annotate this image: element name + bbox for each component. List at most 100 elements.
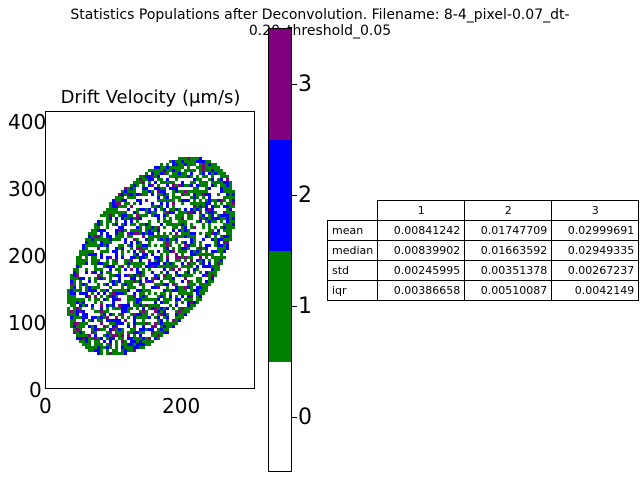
- heatmap-cell: [127, 244, 130, 247]
- heatmap-cell: [208, 253, 211, 256]
- heatmap-cell: [94, 238, 97, 241]
- heatmap-cell: [166, 199, 169, 202]
- heatmap-cell: [121, 310, 124, 313]
- heatmap-cell: [208, 172, 211, 175]
- heatmap-cell: [223, 196, 226, 199]
- heatmap-cell: [202, 253, 205, 256]
- heatmap-cell: [190, 157, 193, 160]
- heatmap-cell: [163, 268, 166, 271]
- heatmap-cell: [142, 346, 145, 349]
- heatmap-cell: [214, 172, 217, 175]
- heatmap-cell: [160, 202, 163, 205]
- heatmap-cell: [142, 256, 145, 259]
- heatmap-cell: [160, 271, 163, 274]
- heatmap-cell: [163, 172, 166, 175]
- heatmap-cell: [217, 169, 220, 172]
- heatmap-cell: [118, 352, 121, 355]
- heatmap-cell: [226, 193, 229, 196]
- heatmap-cell: [127, 343, 130, 346]
- heatmap-cell: [76, 274, 79, 277]
- heatmap-cell: [148, 250, 151, 253]
- heatmap-cell: [214, 268, 217, 271]
- heatmap-cell: [127, 301, 130, 304]
- heatmap-cell: [220, 172, 223, 175]
- heatmap-cell: [109, 346, 112, 349]
- heatmap-cell: [112, 274, 115, 277]
- heatmap-cell: [124, 187, 127, 190]
- heatmap-cell: [91, 307, 94, 310]
- heatmap-cell: [73, 268, 76, 271]
- heatmap-cell: [160, 313, 163, 316]
- heatmap-cell: [70, 319, 73, 322]
- heatmap-cell: [190, 175, 193, 178]
- heatmap-cell: [100, 328, 103, 331]
- heatmap-cell: [142, 214, 145, 217]
- heatmap-cell: [166, 250, 169, 253]
- heatmap-cell: [73, 310, 76, 313]
- heatmap-cell: [199, 181, 202, 184]
- heatmap-cell: [178, 319, 181, 322]
- heatmap-cell: [127, 190, 130, 193]
- heatmap-cell: [226, 247, 229, 250]
- heatmap-cell: [205, 175, 208, 178]
- heatmap-cell: [130, 262, 133, 265]
- heatmap-cell: [127, 325, 130, 328]
- heatmap-cell: [202, 214, 205, 217]
- heatmap-cell: [127, 262, 130, 265]
- heatmap-cell: [106, 226, 109, 229]
- heatmap-cell: [157, 220, 160, 223]
- heatmap-cell: [232, 217, 235, 220]
- heatmap-cell: [154, 307, 157, 310]
- heatmap-cell: [106, 298, 109, 301]
- heatmap-cell: [103, 313, 106, 316]
- heatmap-cell: [148, 262, 151, 265]
- heatmap-cell: [172, 247, 175, 250]
- heatmap-cell: [166, 271, 169, 274]
- heatmap-cell: [190, 232, 193, 235]
- heatmap-cell: [211, 169, 214, 172]
- heatmap-cell: [106, 208, 109, 211]
- heatmap-cell: [121, 343, 124, 346]
- heatmap-cell: [160, 199, 163, 202]
- heatmap-cell: [115, 331, 118, 334]
- heatmap-cell: [169, 169, 172, 172]
- heatmap-cell: [163, 220, 166, 223]
- heatmap-cell: [166, 277, 169, 280]
- heatmap-cell: [154, 214, 157, 217]
- heatmap-cell: [196, 259, 199, 262]
- heatmap-cell: [169, 238, 172, 241]
- heatmap-cell: [175, 187, 178, 190]
- heatmap-cell: [106, 352, 109, 355]
- heatmap-cell: [214, 202, 217, 205]
- heatmap-cell: [205, 184, 208, 187]
- heatmap-cell: [229, 211, 232, 214]
- heatmap-cell: [148, 238, 151, 241]
- heatmap-cell: [178, 259, 181, 262]
- heatmap-cell: [106, 235, 109, 238]
- heatmap-cell: [106, 232, 109, 235]
- heatmap-cell: [181, 220, 184, 223]
- heatmap-cell: [154, 334, 157, 337]
- heatmap-cell: [88, 286, 91, 289]
- heatmap-cell: [121, 223, 124, 226]
- heatmap-cell: [112, 262, 115, 265]
- heatmap-cell: [229, 190, 232, 193]
- heatmap-cell: [208, 163, 211, 166]
- heatmap-cell: [91, 229, 94, 232]
- heatmap-cell: [127, 214, 130, 217]
- heatmap-cell: [121, 304, 124, 307]
- heatmap-cell: [145, 277, 148, 280]
- heatmap-cell: [85, 304, 88, 307]
- heatmap-cell: [163, 250, 166, 253]
- heatmap-cell: [136, 289, 139, 292]
- heatmap-cell: [187, 256, 190, 259]
- heatmap-cell: [91, 259, 94, 262]
- heatmap-cell: [130, 280, 133, 283]
- heatmap-cell: [160, 331, 163, 334]
- heatmap-cell: [187, 214, 190, 217]
- heatmap-cell: [163, 313, 166, 316]
- heatmap-cell: [196, 247, 199, 250]
- heatmap-cell: [205, 250, 208, 253]
- heatmap-cell: [136, 238, 139, 241]
- heatmap-cell: [85, 262, 88, 265]
